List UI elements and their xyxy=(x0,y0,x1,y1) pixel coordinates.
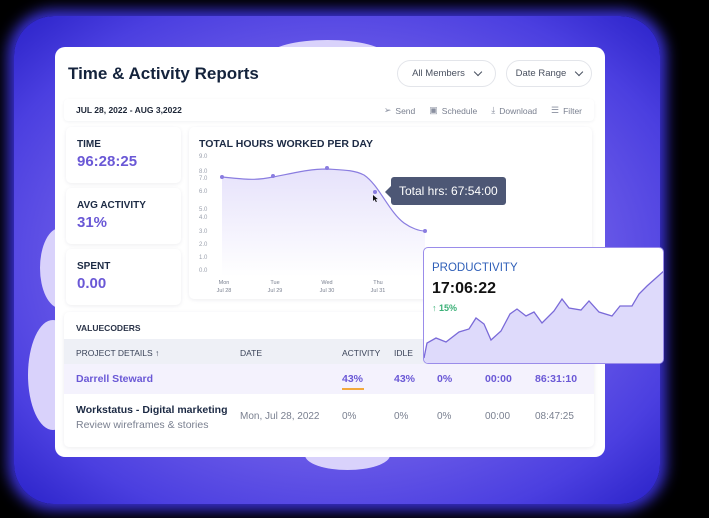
stat-time: TIME 96:28:25 xyxy=(66,127,181,183)
productivity-sparkline xyxy=(424,270,663,363)
svg-text:3.0: 3.0 xyxy=(199,229,208,235)
schedule-button[interactable]: ▣ Schedule xyxy=(429,105,477,116)
col6-value: 00:00 xyxy=(485,411,511,422)
organization-label: VALUECODERS xyxy=(76,323,141,333)
stat-avg-activity: AVG ACTIVITY 31% xyxy=(66,188,181,244)
svg-text:Jul 30: Jul 30 xyxy=(320,288,335,294)
chevron-down-icon xyxy=(575,67,584,77)
stat-value: 0.00 xyxy=(77,275,107,292)
col6-value: 00:00 xyxy=(485,373,512,385)
svg-text:7.0: 7.0 xyxy=(199,176,208,182)
col5-value: 0% xyxy=(437,373,453,385)
column-activity[interactable]: ACTIVITY xyxy=(342,348,381,358)
svg-text:1.0: 1.0 xyxy=(199,255,208,261)
productivity-title: PRODUCTIVITY xyxy=(432,262,518,274)
download-label: Download xyxy=(499,105,538,116)
productivity-card: PRODUCTIVITY 17:06:22 ↑ 15% xyxy=(423,247,664,364)
stat-spent: SPENT 0.00 xyxy=(66,249,181,305)
col5-value: 0% xyxy=(437,411,452,422)
stat-label: AVG ACTIVITY xyxy=(77,200,146,211)
activity-value: 0% xyxy=(342,411,357,422)
svg-text:Tue: Tue xyxy=(270,280,279,286)
project-name: Workstatus - Digital marketing xyxy=(76,404,228,416)
row-date: Mon, Jul 28, 2022 xyxy=(240,411,320,422)
idle-value: 0% xyxy=(394,411,409,422)
send-button[interactable]: ➢ Send xyxy=(384,105,415,116)
svg-text:Thu: Thu xyxy=(373,280,382,286)
stat-label: TIME xyxy=(77,139,101,150)
activity-value: 43% xyxy=(342,373,364,390)
activity-underline xyxy=(342,388,364,390)
schedule-label: Schedule xyxy=(441,105,478,116)
svg-text:4.0: 4.0 xyxy=(199,215,208,221)
svg-text:5.0: 5.0 xyxy=(199,207,208,213)
stat-value: 31% xyxy=(77,214,108,231)
chevron-down-icon xyxy=(473,67,483,77)
download-icon: ⤓ xyxy=(491,105,496,115)
chart-title: TOTAL HOURS WORKED PER DAY xyxy=(199,138,374,150)
svg-text:0.0: 0.0 xyxy=(199,268,208,274)
date-range-dropdown-label: Date Range xyxy=(515,68,567,79)
svg-text:8.0: 8.0 xyxy=(199,169,208,175)
idle-value: 43% xyxy=(394,373,416,385)
members-dropdown[interactable]: All Members xyxy=(397,60,496,87)
members-dropdown-label: All Members xyxy=(412,68,465,79)
filter-icon: ☰ xyxy=(551,105,560,115)
svg-text:Jul 28: Jul 28 xyxy=(217,288,232,294)
project-task: Review wireframes & stories xyxy=(76,419,209,431)
column-project-details[interactable]: PROJECT DETAILS ↑ xyxy=(76,348,160,358)
chart-tooltip: Total hrs: 67:54:00 xyxy=(385,177,506,205)
table-row[interactable]: Darrell Steward 43% 43% 0% 00:00 86:31:1… xyxy=(64,364,594,394)
calendar-icon: ▣ xyxy=(429,105,438,115)
svg-text:Mon: Mon xyxy=(219,280,230,286)
filter-label: Filter xyxy=(563,105,582,116)
svg-text:6.0: 6.0 xyxy=(199,189,208,195)
stat-value: 96:28:25 xyxy=(77,153,138,170)
filter-button[interactable]: ☰ Filter xyxy=(551,105,582,116)
productivity-change: ↑ 15% xyxy=(432,303,458,313)
svg-text:Jul 29: Jul 29 xyxy=(268,288,283,294)
total-value: 86:31:10 xyxy=(535,373,578,385)
date-toolbar: JUL 28, 2022 - AUG 3,2022 ➢ Send ▣ Schedul… xyxy=(64,99,594,121)
svg-text:Jul 31: Jul 31 xyxy=(371,288,386,294)
hours-line-chart: 9.0 8.0 7.0 6.0 5.0 4.0 3.0 2.0 1.0 0.0 xyxy=(199,154,427,294)
send-label: Send xyxy=(395,105,416,116)
svg-text:Wed: Wed xyxy=(321,280,332,286)
member-name[interactable]: Darrell Steward xyxy=(76,373,154,385)
column-idle[interactable]: IDLE xyxy=(394,348,413,358)
svg-text:9.0: 9.0 xyxy=(199,154,208,160)
page-title: Time & Activity Reports xyxy=(68,64,259,83)
date-range-text: JUL 28, 2022 - AUG 3,2022 xyxy=(76,105,182,115)
send-icon: ➢ xyxy=(383,105,392,115)
download-button[interactable]: ⤓ Download xyxy=(491,105,537,116)
column-date[interactable]: DATE xyxy=(240,348,263,358)
cursor-icon xyxy=(373,195,378,203)
date-range-dropdown[interactable]: Date Range xyxy=(506,60,592,87)
stat-label: SPENT xyxy=(77,261,111,272)
toolbar-actions: ➢ Send ▣ Schedule ⤓ Download ☰ Filter xyxy=(384,105,582,116)
svg-text:2.0: 2.0 xyxy=(199,242,208,248)
productivity-value: 17:06:22 xyxy=(432,280,497,297)
total-value: 08:47:25 xyxy=(535,411,574,422)
